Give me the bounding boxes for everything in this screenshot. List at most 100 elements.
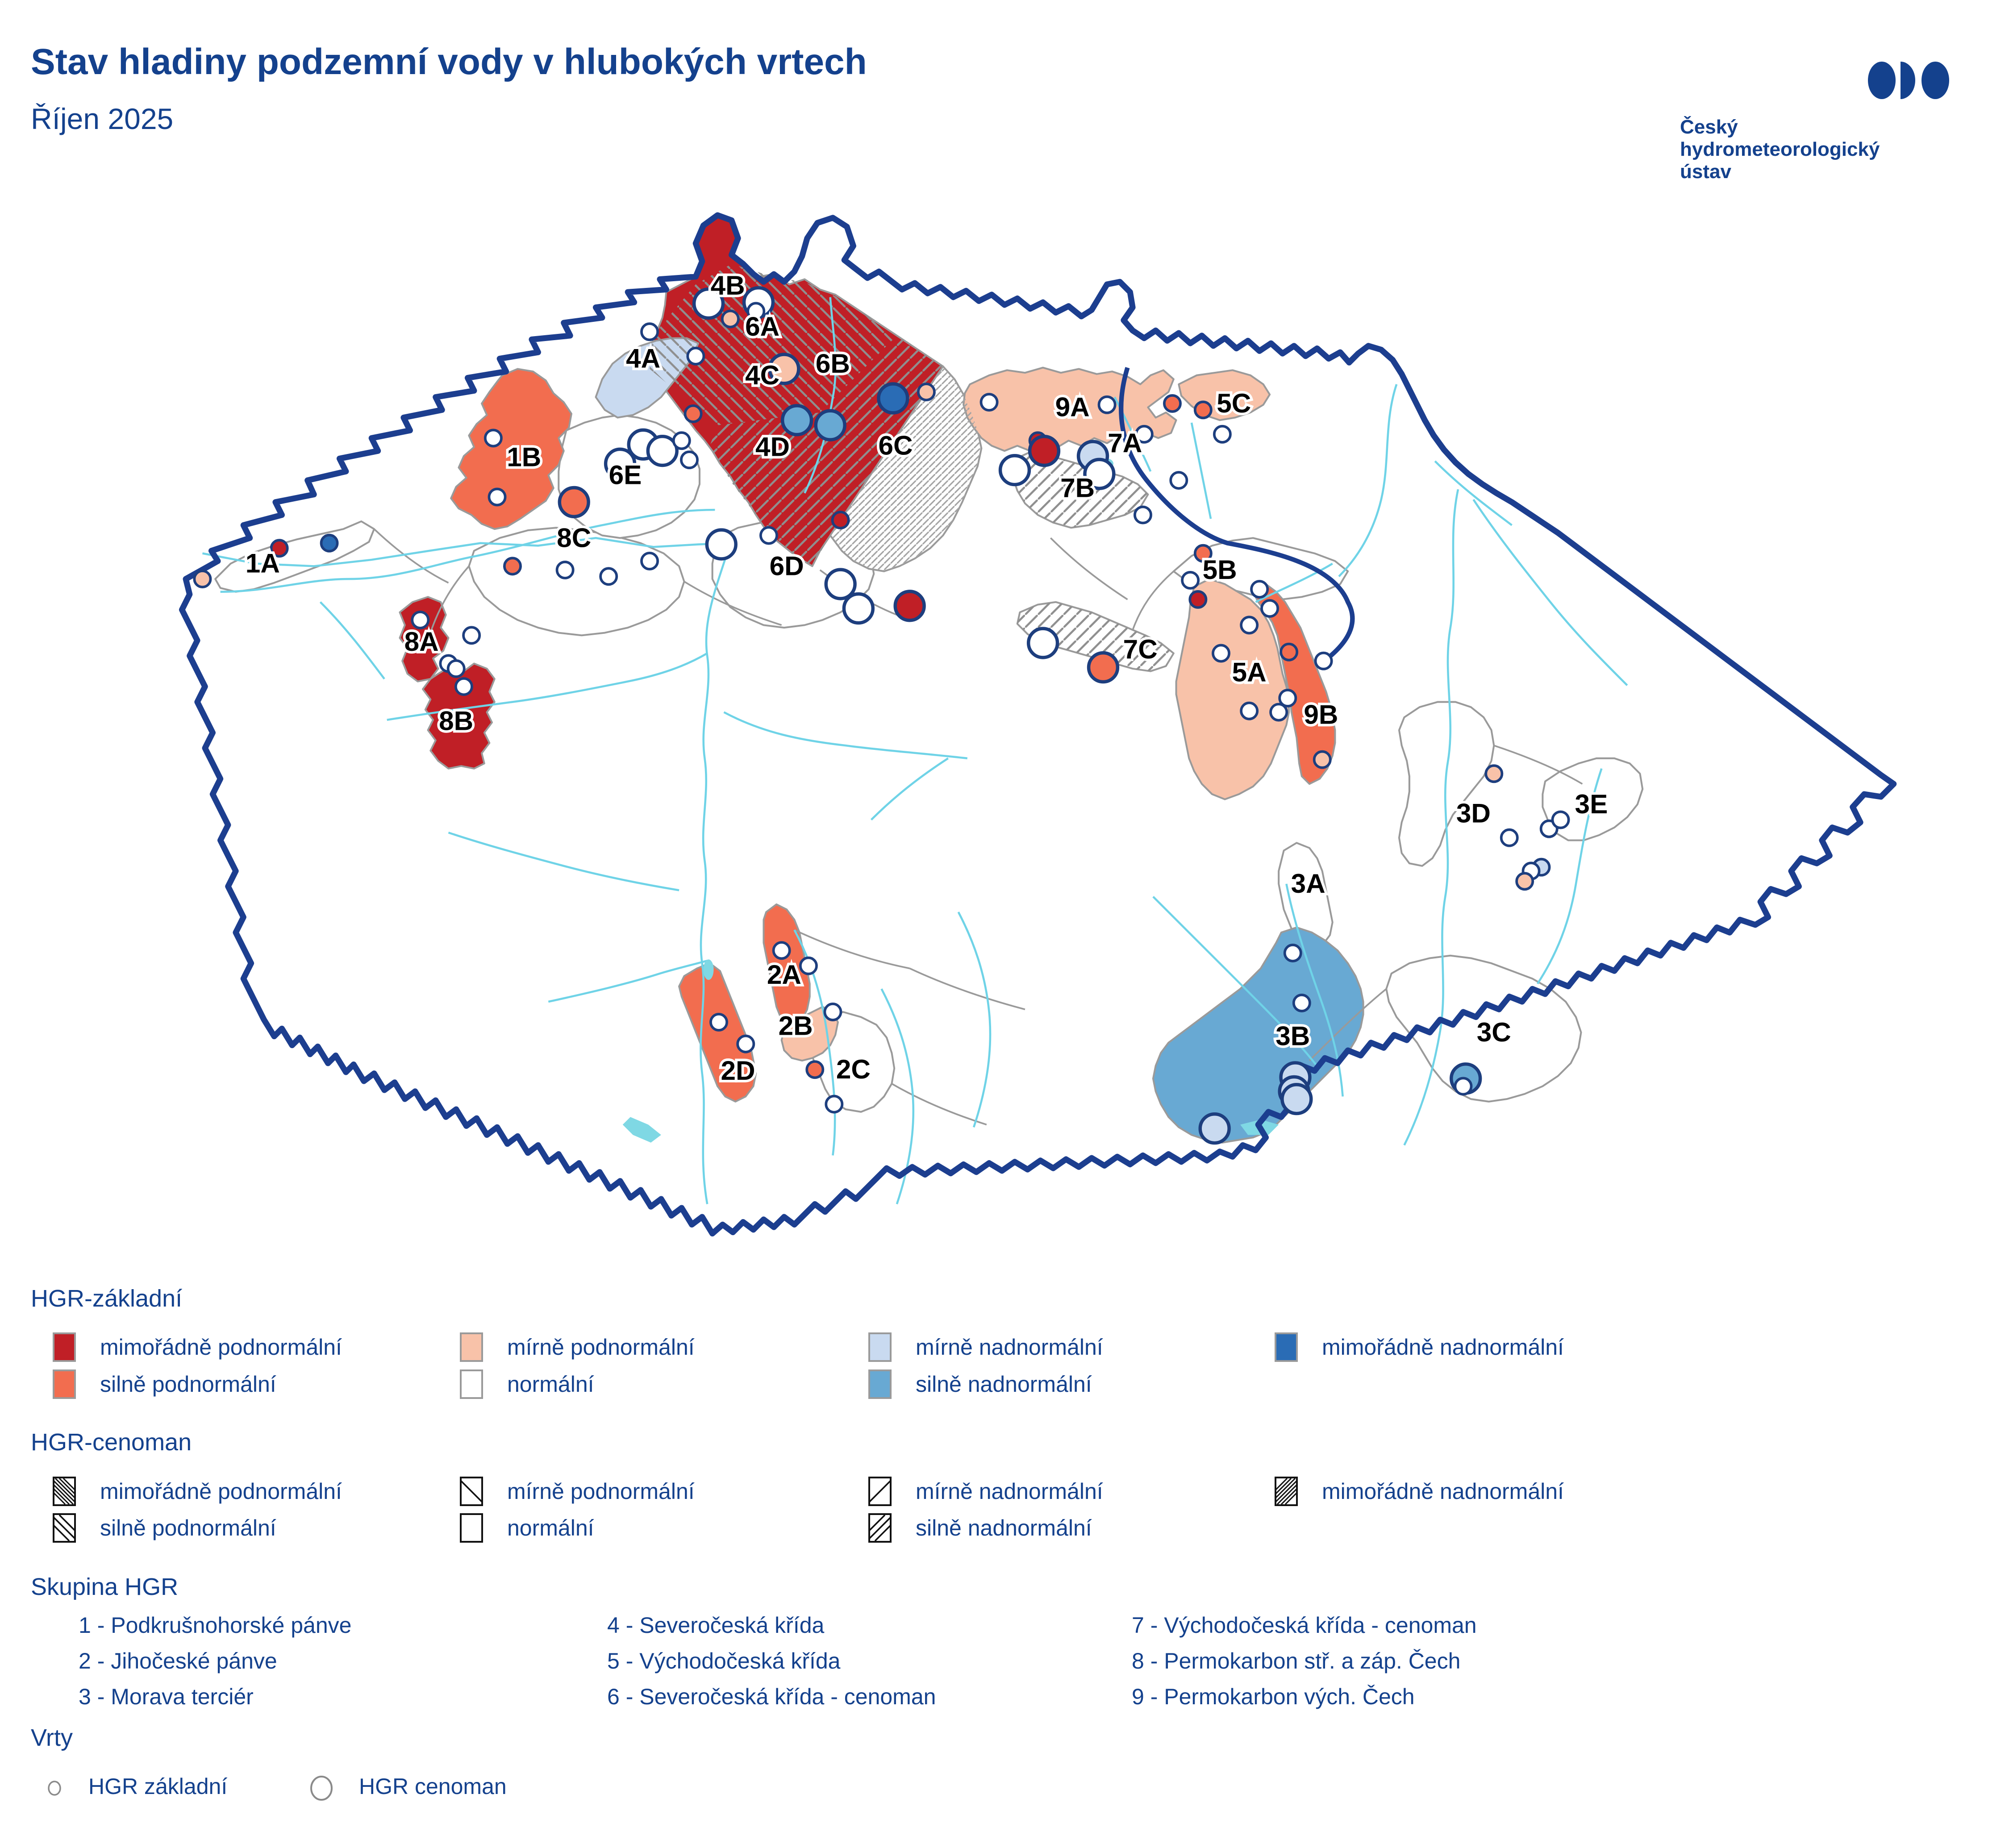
river-c-1 bbox=[1190, 422, 1212, 519]
well-cenoman bbox=[893, 590, 926, 622]
well-cenoman bbox=[1198, 1112, 1231, 1145]
well-cenoman bbox=[824, 568, 857, 600]
river-s-1 bbox=[448, 832, 679, 891]
well-zakladni bbox=[446, 659, 466, 678]
legend-hatch-swatch bbox=[1275, 1477, 1298, 1506]
skupina-item: 1 - Podkrušnohorské pánve bbox=[79, 1613, 352, 1638]
legend-item: mimořádně podnormální bbox=[53, 1477, 342, 1506]
river-zelivka bbox=[870, 757, 949, 821]
well-zakladni bbox=[1240, 616, 1259, 635]
logo-halfmoon bbox=[1901, 62, 1915, 99]
region-label-4A: 4A bbox=[626, 343, 660, 374]
well-zakladni bbox=[1181, 570, 1200, 590]
well-zakladni bbox=[979, 393, 999, 412]
well-zakladni bbox=[721, 309, 740, 329]
river-ne-1 bbox=[1338, 384, 1398, 577]
well-zakladni bbox=[1278, 688, 1297, 708]
well-cenoman bbox=[705, 528, 738, 561]
region-label-3D: 3D bbox=[1456, 798, 1491, 828]
page-subtitle: Říjen 2025 bbox=[31, 102, 174, 135]
legend-hatch-swatch bbox=[53, 1477, 76, 1506]
region-label-3B: 3B bbox=[1275, 1021, 1310, 1051]
legend-hatch-swatch bbox=[868, 1513, 892, 1543]
river-jizera bbox=[804, 297, 837, 494]
logo-line-2: hydrometeorologický bbox=[1680, 138, 1880, 160]
well-zakladni bbox=[1188, 590, 1208, 609]
region-label-9B: 9B bbox=[1304, 699, 1338, 729]
region-label-2A: 2A bbox=[767, 959, 801, 990]
well-cenoman bbox=[1026, 627, 1059, 659]
skupina-item: 5 - Východočeská křída bbox=[607, 1648, 841, 1673]
region-label-9A: 9A bbox=[1055, 392, 1090, 422]
region-5A-shape bbox=[1175, 578, 1290, 800]
region-label-4D: 4D bbox=[755, 432, 790, 462]
page-title: Stav hladiny podzemní vody v hlubokých v… bbox=[31, 42, 867, 82]
legend-hatch-swatch bbox=[53, 1513, 76, 1543]
river-e-1 bbox=[1536, 768, 1603, 985]
hatch-6C bbox=[830, 366, 982, 571]
skupina-item: 7 - Východočeská křída - cenoman bbox=[1132, 1613, 1477, 1638]
river-otava bbox=[548, 960, 708, 1003]
skupina-item: 6 - Severočeská křída - cenoman bbox=[607, 1684, 936, 1709]
legend-item: mírně podnormální bbox=[460, 1332, 695, 1362]
region-label-8A: 8A bbox=[404, 626, 439, 657]
skupina-item: 3 - Morava terciér bbox=[79, 1684, 254, 1709]
legend-item: silně podnormální bbox=[53, 1513, 276, 1543]
logo-line-3: ústav bbox=[1680, 161, 1731, 183]
well-zakladni bbox=[270, 539, 289, 558]
well-zakladni bbox=[1213, 425, 1232, 444]
legend-hatch-swatch bbox=[460, 1513, 483, 1543]
legend-label: silně podnormální bbox=[100, 1372, 276, 1397]
legend-vrty-item-cenoman: HGR cenoman bbox=[308, 1769, 507, 1804]
region-label-3C: 3C bbox=[1477, 1017, 1511, 1047]
river-labe-west bbox=[202, 537, 730, 567]
region-label-6D: 6D bbox=[770, 550, 804, 581]
well-zakladni bbox=[462, 626, 481, 645]
well-zakladni bbox=[640, 322, 659, 341]
well-cenoman bbox=[646, 434, 679, 467]
well-zakladni bbox=[736, 1034, 755, 1053]
well-zakladni bbox=[1292, 993, 1311, 1012]
legend-label: mimořádně nadnormální bbox=[1322, 1335, 1564, 1360]
region-label-8B: 8B bbox=[439, 706, 473, 736]
river-opava bbox=[1434, 460, 1513, 526]
region-8B-shape bbox=[422, 662, 496, 770]
logo-line-1: Český bbox=[1680, 116, 1738, 138]
well-zakladni bbox=[1212, 644, 1230, 663]
well-zakladni bbox=[917, 383, 936, 402]
well-zakladni bbox=[1134, 425, 1154, 444]
well-cenoman bbox=[1087, 651, 1120, 684]
river-odra bbox=[1472, 499, 1628, 686]
legend-item: normální bbox=[460, 1513, 594, 1543]
well-zakladni bbox=[483, 429, 503, 448]
region-label-5C: 5C bbox=[1217, 388, 1251, 418]
region-label-6E: 6E bbox=[609, 460, 642, 490]
lake-orlik bbox=[703, 959, 714, 980]
well-zakladni bbox=[1280, 642, 1299, 662]
skupina-item: 2 - Jihočeské pánve bbox=[79, 1648, 277, 1673]
river-labe-upper bbox=[1119, 367, 1355, 668]
legend-item: silně podnormální bbox=[53, 1369, 276, 1399]
well-cenoman bbox=[1028, 434, 1061, 467]
legend-label: mírně nadnormální bbox=[916, 1479, 1103, 1504]
region-label-6C: 6C bbox=[879, 430, 913, 461]
legend-vrty-label-zakladni: HGR základní bbox=[88, 1774, 228, 1799]
legend-swatch-normalni bbox=[460, 1369, 483, 1399]
legend-label: mírně nadnormální bbox=[916, 1335, 1103, 1360]
legend-label: mírně podnormální bbox=[507, 1335, 695, 1360]
legend-swatch-mimoradne_podnormalni bbox=[53, 1332, 76, 1362]
well-zakladni bbox=[1193, 544, 1213, 563]
well-zakladni bbox=[746, 302, 766, 321]
well-zakladni bbox=[1097, 395, 1117, 414]
hatch-7B bbox=[1012, 451, 1148, 528]
legend-swatch-mimoradne_nadnormalni bbox=[1275, 1332, 1298, 1362]
country-border bbox=[179, 212, 1897, 1237]
well-zakladni bbox=[1169, 471, 1188, 490]
well-zakladni bbox=[555, 561, 575, 579]
well-zakladni bbox=[503, 557, 522, 576]
region-label-3E: 3E bbox=[1575, 789, 1608, 819]
well-cenoman bbox=[998, 454, 1031, 487]
region-label-5B: 5B bbox=[1203, 554, 1237, 585]
well-zakladni bbox=[320, 533, 339, 553]
region-2A-shape bbox=[763, 903, 811, 1026]
